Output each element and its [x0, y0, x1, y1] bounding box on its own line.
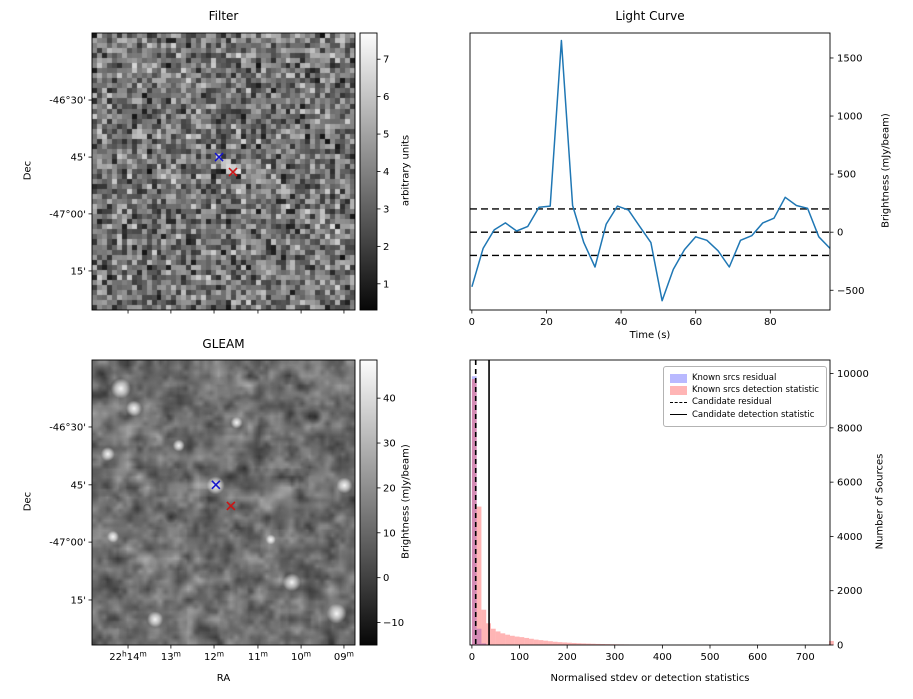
- legend-item-candidate-residual: Candidate residual: [669, 397, 819, 408]
- svg-text:6: 6: [383, 92, 389, 103]
- svg-text:4: 4: [383, 167, 389, 178]
- legend-item-candidate-detection: Candidate detection statistic: [669, 409, 819, 420]
- svg-text:300: 300: [605, 652, 624, 663]
- histogram-legend: Known srcs residual Known srcs detection…: [662, 366, 827, 427]
- svg-text:0: 0: [469, 317, 475, 328]
- svg-text:11m: 11m: [248, 650, 268, 664]
- filter-ylabel: Dec: [22, 160, 34, 181]
- svg-text:7: 7: [383, 55, 389, 66]
- svg-text:−10: −10: [383, 618, 404, 629]
- gleam-xlabel: RA: [216, 673, 231, 684]
- filter-heatmap-image: [92, 33, 355, 310]
- legend-label: Candidate detection statistic: [691, 409, 815, 420]
- svg-text:600: 600: [748, 652, 767, 663]
- svg-text:40: 40: [615, 317, 628, 328]
- legend-patch-pink-icon: [669, 385, 687, 395]
- svg-text:0: 0: [383, 573, 389, 584]
- gleam-title: GLEAM: [202, 337, 245, 351]
- filter-title: Filter: [208, 9, 239, 23]
- svg-text:8000: 8000: [837, 423, 862, 434]
- lightcurve-xlabel: Time (s): [629, 330, 671, 341]
- svg-text:40: 40: [383, 394, 396, 405]
- svg-text:10: 10: [383, 528, 396, 539]
- svg-text:22h14m: 22h14m: [109, 650, 147, 664]
- svg-text:0: 0: [837, 641, 843, 652]
- svg-text:400: 400: [653, 652, 672, 663]
- legend-item-known-residual: Known srcs residual: [669, 373, 819, 383]
- histogram-xlabel: Normalised stdev or detection statistics: [550, 673, 750, 684]
- svg-text:-47°00': -47°00': [49, 538, 86, 549]
- lightcurve-ylabel: Brightness (mJy/beam): [880, 113, 892, 228]
- svg-text:12m: 12m: [204, 650, 224, 664]
- svg-text:20: 20: [383, 483, 396, 494]
- svg-text:13m: 13m: [161, 650, 181, 664]
- svg-text:15': 15': [71, 595, 86, 606]
- legend-label: Known srcs detection statistic: [691, 385, 819, 396]
- light-curve-title: Light Curve: [615, 9, 685, 23]
- svg-text:6000: 6000: [837, 478, 862, 489]
- svg-text:1: 1: [383, 279, 389, 290]
- gleam-colorbar-label: Brightness (mJy/beam): [400, 444, 412, 559]
- legend-dashed-line-icon: [669, 398, 687, 407]
- svg-text:500: 500: [837, 170, 856, 181]
- svg-text:-46°30': -46°30': [49, 96, 86, 107]
- svg-text:09m: 09m: [334, 650, 354, 664]
- svg-text:3: 3: [383, 204, 389, 215]
- svg-text:500: 500: [700, 652, 719, 663]
- svg-text:15': 15': [71, 266, 86, 277]
- legend-item-known-detection: Known srcs detection statistic: [669, 385, 819, 396]
- svg-text:1000: 1000: [837, 112, 862, 123]
- svg-text:30: 30: [383, 439, 396, 450]
- gleam-heatmap-image: [92, 360, 355, 645]
- svg-text:-47°00': -47°00': [49, 209, 86, 220]
- svg-text:2000: 2000: [837, 586, 862, 597]
- svg-text:80: 80: [764, 317, 777, 328]
- svg-text:45': 45': [71, 480, 86, 491]
- svg-text:2: 2: [383, 242, 389, 253]
- svg-text:5: 5: [383, 130, 389, 141]
- svg-text:0: 0: [469, 652, 475, 663]
- svg-text:45': 45': [71, 153, 86, 164]
- svg-text:100: 100: [510, 652, 529, 663]
- svg-text:-46°30': -46°30': [49, 422, 86, 433]
- svg-text:200: 200: [558, 652, 577, 663]
- svg-text:700: 700: [796, 652, 815, 663]
- svg-text:20: 20: [540, 317, 553, 328]
- svg-text:1500: 1500: [837, 53, 862, 64]
- filter-colorbar-label: arbitrary units: [400, 134, 412, 207]
- svg-text:10m: 10m: [291, 650, 311, 664]
- legend-label: Candidate residual: [691, 397, 772, 408]
- legend-solid-line-icon: [669, 410, 687, 419]
- svg-text:10000: 10000: [837, 369, 869, 380]
- svg-text:−500: −500: [837, 286, 864, 297]
- svg-text:60: 60: [689, 317, 702, 328]
- legend-patch-blue-icon: [669, 373, 687, 383]
- legend-label: Known srcs residual: [691, 373, 777, 383]
- histogram-ylabel: Number of Sources: [874, 453, 886, 550]
- svg-text:4000: 4000: [837, 532, 862, 543]
- gleam-ylabel: Dec: [22, 491, 34, 512]
- svg-text:0: 0: [837, 228, 843, 239]
